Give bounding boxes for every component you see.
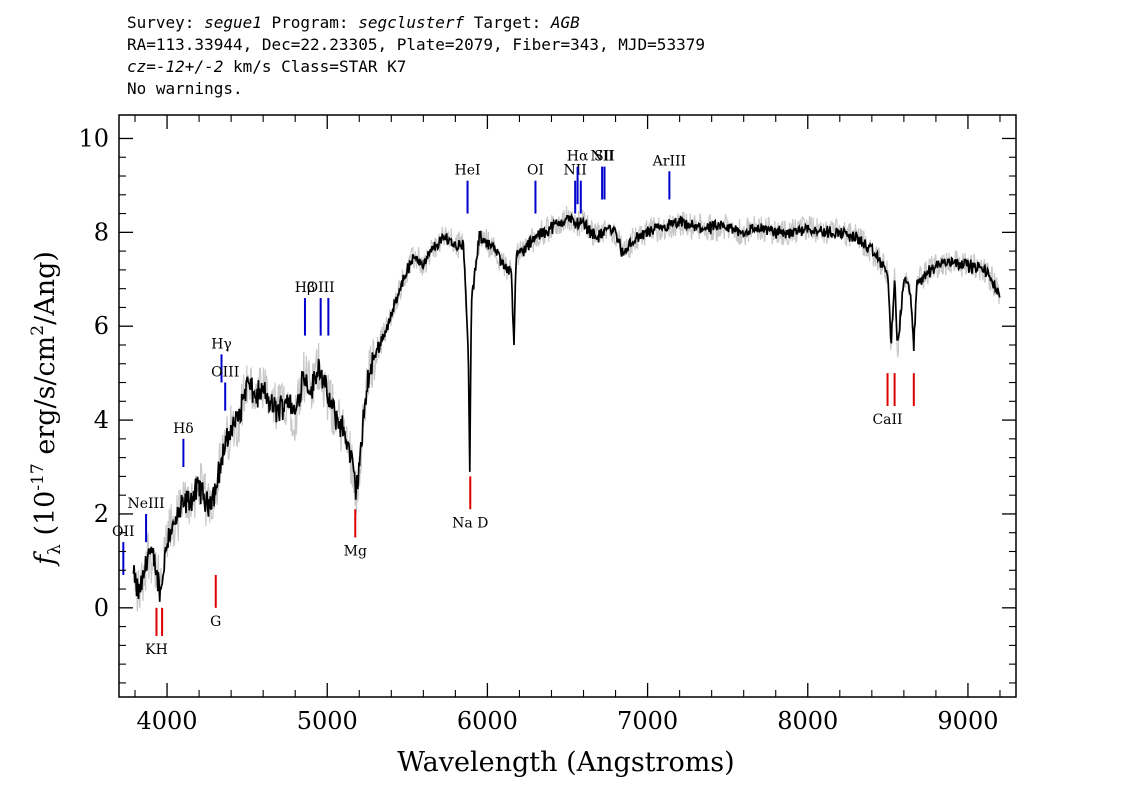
header-warnings-line: No warnings.: [127, 79, 243, 98]
absorption-line-label: G: [210, 614, 221, 630]
y-tick-label: 0: [94, 594, 109, 622]
emission-line-label: NII: [590, 149, 613, 165]
x-tick-label: 8000: [777, 707, 838, 735]
emission-line-label: Hδ: [173, 421, 194, 437]
y-axis-label: fλ (10-17 erg/s/cm2/Ang): [28, 251, 65, 567]
emission-line-label: ArIII: [652, 153, 686, 169]
emission-line-label: Hα: [567, 149, 589, 165]
emission-line-label: OII: [112, 524, 135, 540]
flux-series: [132, 212, 1001, 602]
y-tick-label: 8: [94, 218, 109, 246]
error-band: [133, 205, 1001, 612]
header-coordinates-line: RA=113.33944, Dec=22.23305, Plate=2079, …: [127, 35, 705, 54]
x-tick-label: 6000: [457, 707, 518, 735]
absorption-line-label: KH: [145, 642, 168, 658]
emission-line-label: Hβ: [295, 280, 315, 296]
x-tick-label: 4000: [137, 707, 198, 735]
x-tick-label: 5000: [297, 707, 358, 735]
y-tick-label: 6: [94, 312, 109, 340]
absorption-line-label: Na D: [452, 515, 488, 531]
plot-frame: [118, 114, 1017, 698]
emission-line-label: SII: [594, 149, 615, 165]
y-tick-label: 10: [78, 124, 109, 152]
header-survey-line: Survey: segue1 Program: segclusterf Targ…: [127, 13, 580, 32]
emission-line-label: NeIII: [127, 496, 164, 512]
emission-line-label: OIII: [211, 365, 239, 381]
emission-line-label: OIII: [307, 280, 335, 296]
error-line: [133, 205, 1001, 612]
emission-line-label: OI: [527, 163, 544, 179]
flux-line: [132, 212, 1001, 602]
y-tick-label: 4: [94, 406, 109, 434]
spectrum-header: Survey: segue1 Program: segclusterf Targ…: [127, 12, 927, 100]
x-axis-label: Wavelength (Angstroms): [397, 747, 734, 778]
y-tick-label: 2: [94, 500, 109, 528]
y-tick-labels: 0 2 4 6 8 10: [78, 124, 109, 621]
absorption-line-label: Mg: [344, 543, 367, 559]
emission-line-label: NII: [564, 163, 587, 179]
emission-line-label: Hγ: [211, 336, 232, 352]
header-redshift-line: cz=-12+/-2 km/s Class=STAR K7: [127, 57, 407, 76]
x-tick-label: 7000: [617, 707, 678, 735]
x-tick-labels: 4000 5000 6000 7000 8000 9000: [137, 707, 999, 735]
emission-line-label: HeI: [455, 163, 481, 179]
absorption-line-label: CaII: [872, 412, 902, 428]
axis-ticks: [119, 115, 1016, 697]
x-tick-label: 9000: [937, 707, 998, 735]
